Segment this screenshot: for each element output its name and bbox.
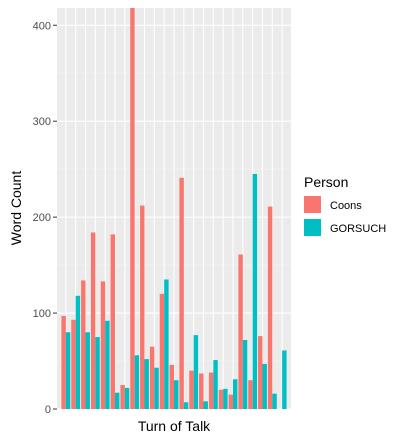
bar-gorsuch bbox=[242, 339, 248, 409]
bar-coons bbox=[140, 205, 145, 409]
bar-gorsuch bbox=[85, 332, 90, 409]
bar-coons bbox=[71, 319, 76, 409]
y-tick-label: 300 bbox=[33, 116, 51, 128]
bar-coons bbox=[110, 234, 116, 409]
bar-gorsuch bbox=[272, 393, 277, 409]
bar-coons bbox=[179, 177, 184, 409]
bar-gorsuch bbox=[115, 392, 120, 409]
bar-gorsuch bbox=[262, 363, 267, 409]
bar-coons bbox=[258, 336, 263, 409]
bar-coons bbox=[120, 385, 125, 409]
bar-coons bbox=[169, 364, 174, 409]
axis-layer: 0 100 200 300 400 bbox=[33, 20, 57, 416]
y-tick-label: 100 bbox=[33, 308, 51, 320]
legend-label-gorsuch: GORSUCH bbox=[330, 223, 386, 235]
y-tick-label: 200 bbox=[33, 212, 51, 224]
bar-gorsuch bbox=[282, 350, 287, 409]
bar-gorsuch bbox=[134, 355, 140, 409]
bar-gorsuch bbox=[232, 379, 238, 409]
bar-gorsuch bbox=[105, 320, 110, 409]
bar-gorsuch bbox=[124, 387, 130, 409]
bar-gorsuch bbox=[223, 388, 228, 409]
bar-coons bbox=[189, 370, 194, 409]
bar-gorsuch bbox=[183, 402, 189, 409]
y-axis-label: Word Count bbox=[8, 171, 24, 246]
bar-gorsuch bbox=[144, 359, 149, 409]
bar-coons bbox=[228, 394, 233, 409]
bar-gorsuch bbox=[95, 337, 100, 409]
bar-coons bbox=[267, 206, 273, 409]
bar-coons bbox=[208, 372, 214, 409]
bar-coons bbox=[248, 380, 253, 409]
bar-gorsuch bbox=[193, 335, 199, 409]
legend: Person Coons GORSUCH bbox=[304, 174, 386, 236]
bar-coons bbox=[199, 373, 204, 409]
y-tick-label: 400 bbox=[33, 20, 51, 32]
y-tick-label: 0 bbox=[45, 404, 51, 416]
bar-coons bbox=[149, 346, 155, 409]
legend-key-gorsuch bbox=[304, 219, 321, 236]
bar-gorsuch bbox=[203, 401, 208, 409]
bars-layer bbox=[61, 8, 287, 409]
bar-gorsuch bbox=[65, 332, 71, 409]
legend-label-coons: Coons bbox=[330, 200, 362, 212]
legend-key-coons bbox=[304, 196, 321, 213]
bar-coons bbox=[238, 254, 243, 409]
bar-coons bbox=[61, 315, 66, 409]
bar-coons bbox=[218, 389, 224, 409]
bar-gorsuch bbox=[174, 380, 179, 409]
x-axis-label: Turn of Talk bbox=[138, 418, 211, 434]
bar-coons bbox=[100, 281, 106, 409]
bar-gorsuch bbox=[164, 279, 169, 409]
bar-coons bbox=[159, 293, 165, 409]
bar-gorsuch bbox=[213, 360, 218, 409]
bar-gorsuch bbox=[252, 173, 258, 409]
bar-coons bbox=[90, 232, 96, 409]
bar-coons bbox=[81, 280, 86, 409]
legend-title: Person bbox=[304, 174, 348, 190]
bar-gorsuch bbox=[154, 367, 159, 409]
bar-gorsuch bbox=[75, 295, 81, 409]
bar-coons bbox=[130, 8, 135, 409]
